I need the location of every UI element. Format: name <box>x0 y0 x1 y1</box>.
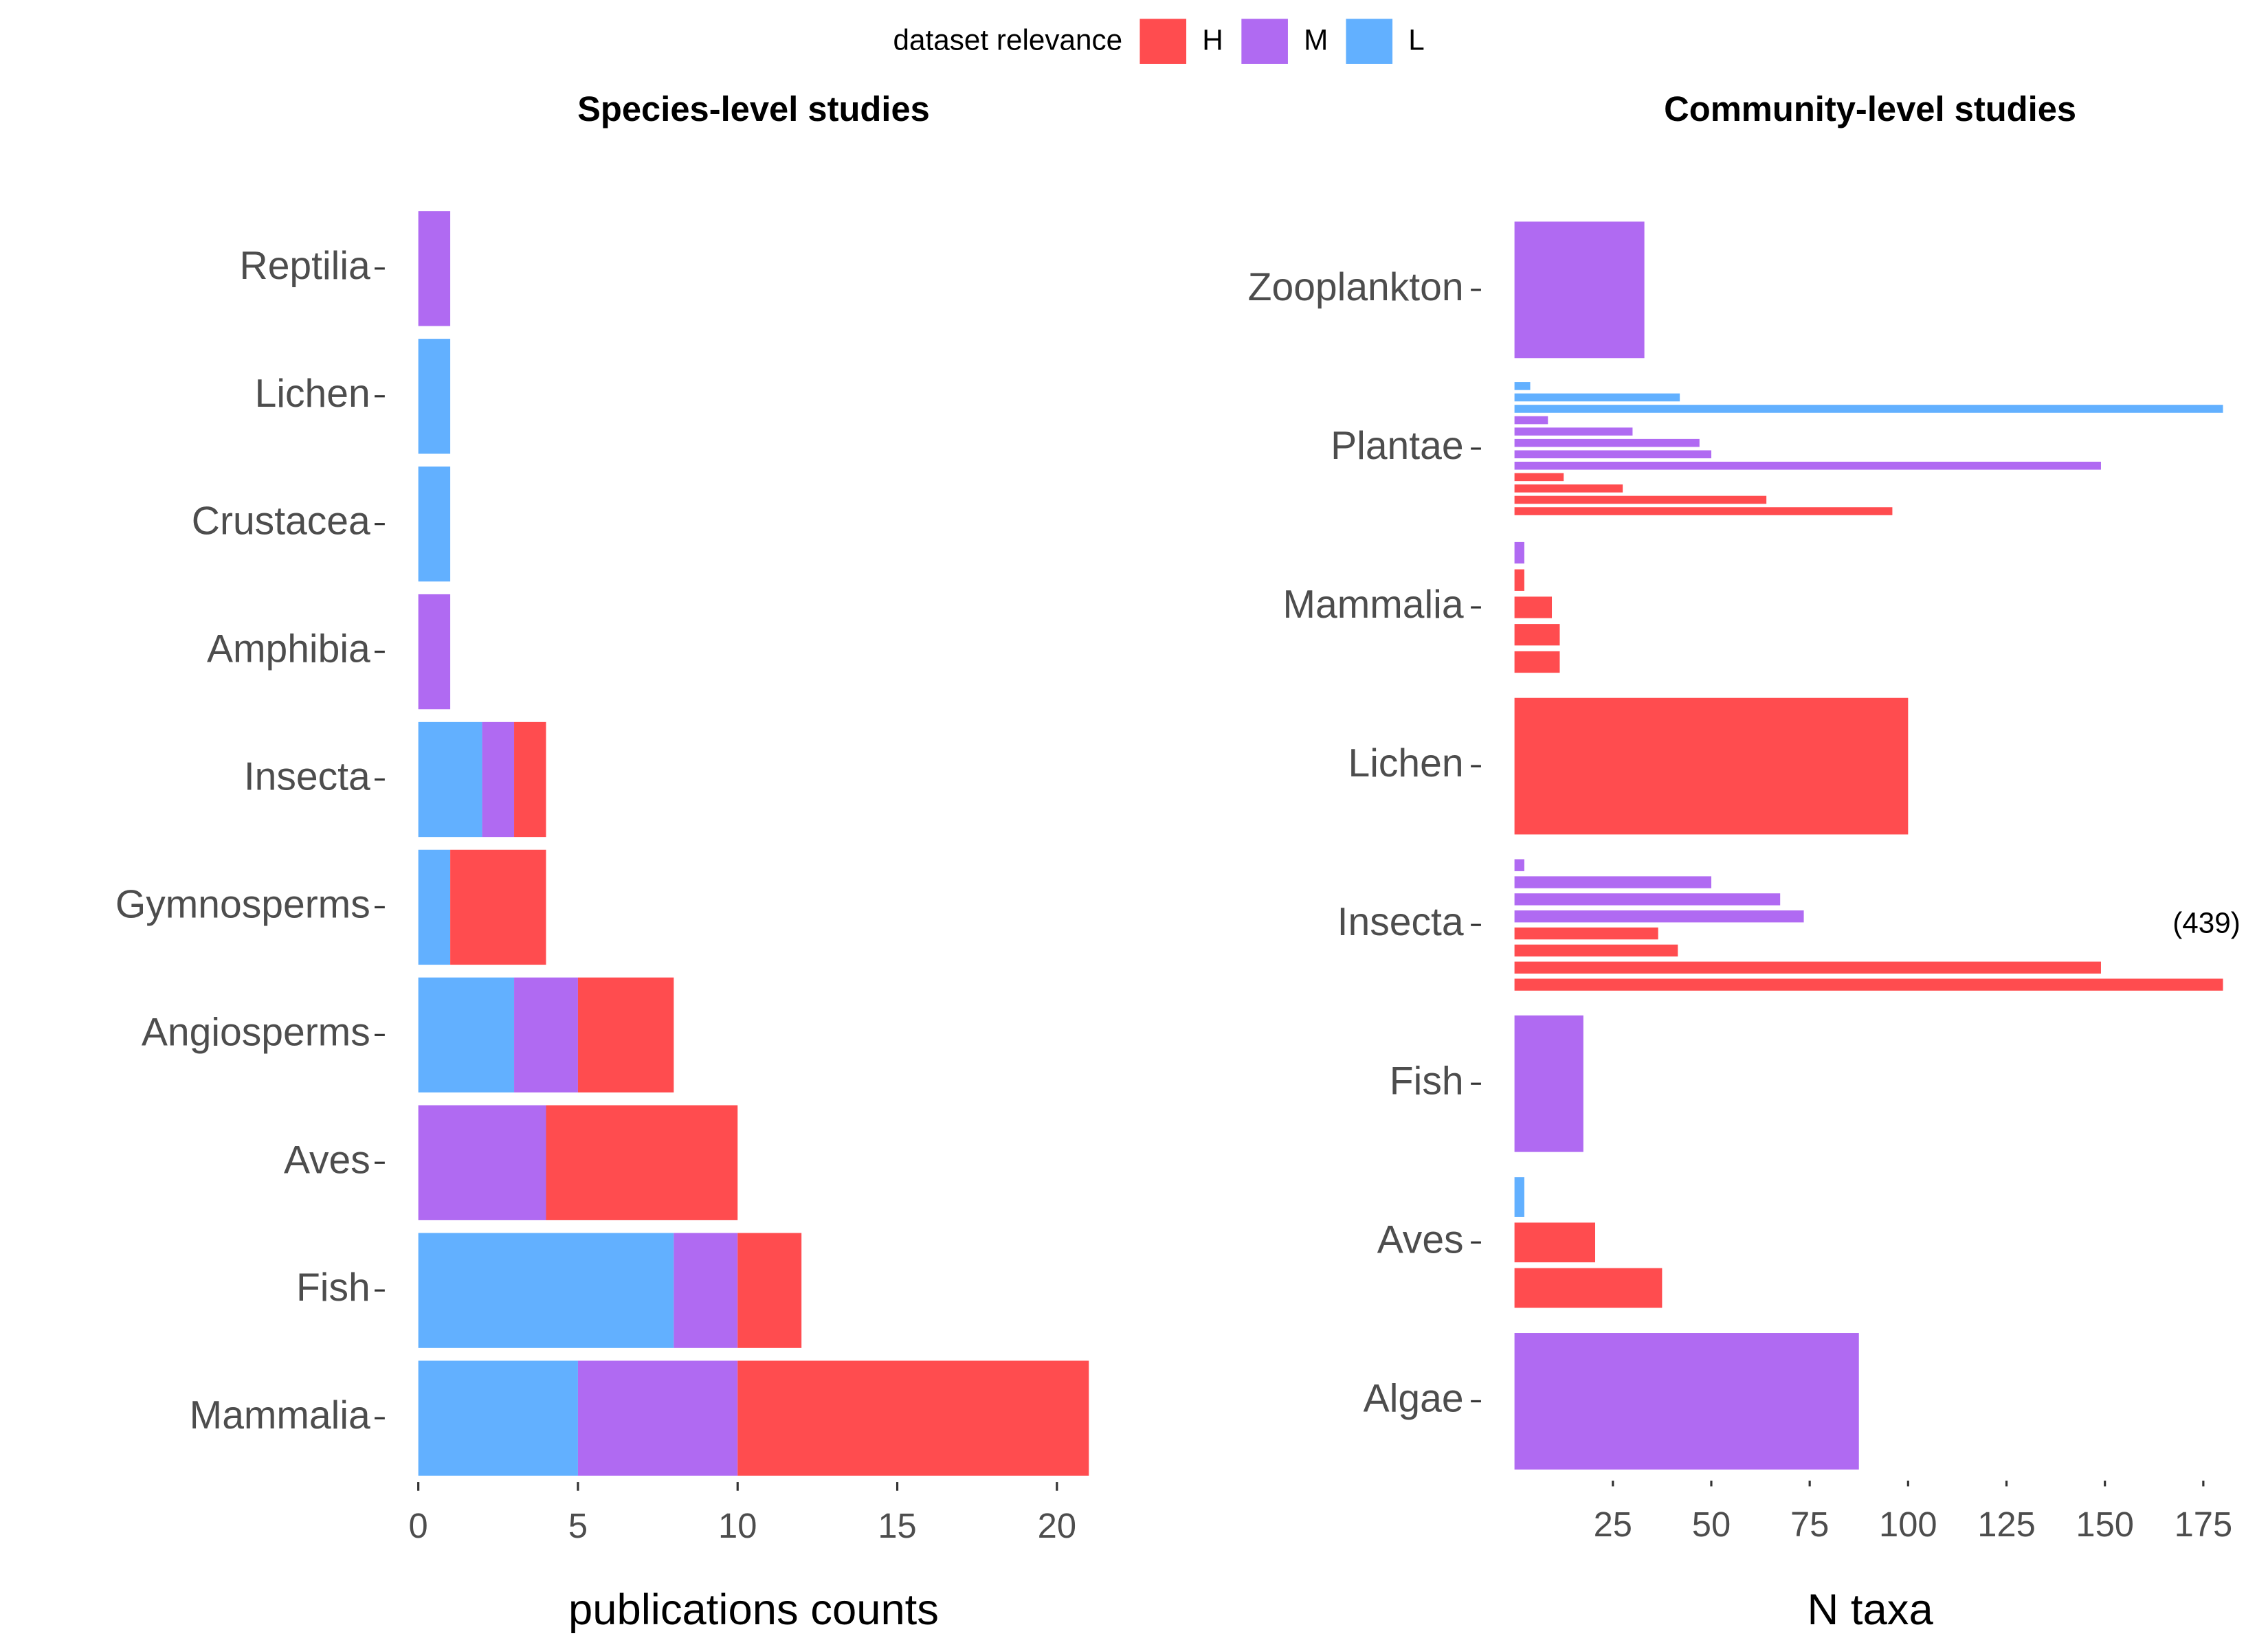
y-tick-label: Mammalia <box>1283 583 1464 627</box>
y-tick-label: Insecta <box>244 755 370 799</box>
x-tick-label: 5 <box>568 1506 588 1545</box>
bar <box>1514 438 1700 447</box>
bar <box>1514 1268 1663 1308</box>
bar-segment <box>577 1360 738 1476</box>
bar <box>1514 427 1633 436</box>
legend-label: L <box>1408 23 1425 56</box>
y-tick-label: Crustacea <box>192 500 370 543</box>
bar <box>1514 569 1524 591</box>
bar <box>1514 1177 1524 1217</box>
x-tick-label: 0 <box>409 1506 428 1545</box>
x-tick-label: 125 <box>1977 1505 2036 1544</box>
bar <box>1514 876 1711 888</box>
bar <box>1514 473 1564 482</box>
bar <box>1514 893 1781 906</box>
bar-segment <box>577 977 674 1093</box>
x-tick-label: 75 <box>1790 1505 1829 1544</box>
bar <box>1514 1333 1859 1470</box>
bar-segment <box>418 1233 674 1348</box>
legend-swatch <box>1139 19 1187 64</box>
bar <box>1514 495 1767 504</box>
bar <box>1514 484 1623 493</box>
bar <box>1514 1015 1583 1152</box>
x-tick-label: 50 <box>1692 1505 1731 1544</box>
y-tick-label: Aves <box>284 1138 370 1182</box>
bar-segment <box>418 467 451 582</box>
bar <box>1514 961 2101 974</box>
y-tick-label: Fish <box>1390 1059 1464 1103</box>
x-axis-title: N taxa <box>1808 1586 1934 1634</box>
x-axis-title: publications counts <box>568 1586 939 1634</box>
bar-segment <box>737 1360 1089 1476</box>
x-tick-label: 150 <box>2076 1505 2134 1544</box>
bar-segment <box>674 1233 738 1348</box>
y-tick-label: Insecta <box>1337 900 1464 944</box>
y-tick-label: Amphibia <box>207 627 370 671</box>
bar-segment <box>450 849 546 965</box>
legend-swatch <box>1241 19 1288 64</box>
y-tick-label: Algae <box>1364 1376 1464 1420</box>
bar <box>1514 541 1524 564</box>
bar <box>1514 624 1560 646</box>
x-tick-label: 15 <box>878 1506 916 1545</box>
x-tick-label: 20 <box>1038 1506 1076 1545</box>
bar-segment <box>418 339 451 454</box>
bar <box>1514 1222 1596 1263</box>
x-tick-label: 10 <box>718 1506 757 1545</box>
y-tick-label: Plantae <box>1331 424 1463 468</box>
bar-segment <box>514 977 578 1093</box>
bar <box>1514 978 2223 991</box>
bar <box>1514 927 1658 940</box>
legend-swatch <box>1346 19 1393 64</box>
y-tick-label: Zooplankton <box>1248 265 1464 309</box>
bar-segment <box>418 1360 578 1476</box>
x-tick-label: 100 <box>1879 1505 1937 1544</box>
bar-segment <box>418 977 515 1093</box>
bars-clip <box>1514 221 2223 1470</box>
bar-segment <box>418 721 482 838</box>
chart-title: Species-level studies <box>577 89 930 128</box>
value-label: (439) <box>2172 906 2241 939</box>
y-tick-label: Fish <box>296 1266 370 1310</box>
bar <box>1514 910 1804 923</box>
x-tick-label: 25 <box>1594 1505 1632 1544</box>
y-tick-label: Lichen <box>1348 741 1464 785</box>
bar <box>1514 405 2223 413</box>
x-tick-label: 175 <box>2175 1505 2233 1544</box>
bar-segment <box>482 721 515 838</box>
bar-segment <box>418 1105 546 1220</box>
bar <box>1514 596 1553 618</box>
bar <box>1514 507 1893 515</box>
bar <box>1514 697 1909 835</box>
chart-title: Community-level studies <box>1664 89 2076 128</box>
bar <box>1514 382 1531 390</box>
legend-label: M <box>1304 23 1328 56</box>
bar <box>1514 450 1711 459</box>
legend-label: H <box>1202 23 1223 56</box>
bar-segment <box>418 849 451 965</box>
y-tick-label: Aves <box>1377 1218 1464 1261</box>
bar <box>1514 859 1524 871</box>
bar-segment <box>418 594 451 710</box>
y-tick-label: Lichen <box>255 372 370 416</box>
bar <box>1514 393 1680 402</box>
y-tick-label: Reptilia <box>240 244 370 288</box>
bar <box>1514 221 1645 359</box>
bar <box>1514 416 1548 425</box>
legend-title: dataset relevance <box>893 23 1123 56</box>
y-tick-label: Mammalia <box>190 1393 370 1437</box>
bar <box>1514 461 2101 470</box>
bar-segment <box>546 1105 738 1220</box>
y-tick-label: Angiosperms <box>142 1010 370 1054</box>
bar-segment <box>737 1233 802 1348</box>
bar-segment <box>418 211 451 326</box>
bar <box>1514 651 1560 673</box>
bar <box>1514 944 1678 957</box>
y-tick-label: Gymnosperms <box>115 882 370 926</box>
bar-segment <box>514 721 546 838</box>
